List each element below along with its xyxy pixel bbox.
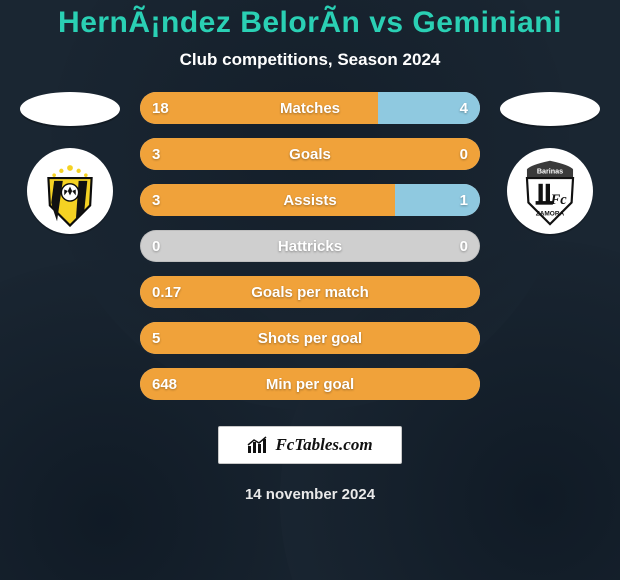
right-player-col: Barinas Fc ZAMORA: [490, 92, 610, 234]
svg-text:Fc: Fc: [550, 192, 568, 208]
watermark-text: FcTables.com: [275, 435, 372, 455]
left-club-badge: [27, 148, 113, 234]
comparison-row: 184Matches 30Goals 31Assists 00Hattricks 0.1…: [0, 92, 620, 400]
page-subtitle: Club competitions, Season 2024: [180, 50, 441, 70]
stat-label: Shots per goal: [140, 322, 480, 354]
stat-bar: 648Min per goal: [140, 368, 480, 400]
stat-label: Matches: [140, 92, 480, 124]
watermark: FcTables.com: [218, 426, 401, 464]
right-club-badge: Barinas Fc ZAMORA: [507, 148, 593, 234]
stat-bar: 0.17Goals per match: [140, 276, 480, 308]
page-title: HernÃ¡ndez BelorÃ­n vs Geminiani: [58, 6, 562, 40]
stat-label: Hattricks: [140, 230, 480, 262]
left-player-col: [10, 92, 130, 234]
stat-bar: 31Assists: [140, 184, 480, 216]
stat-bars: 184Matches 30Goals 31Assists 00Hattricks 0.1…: [130, 92, 490, 400]
svg-text:Barinas: Barinas: [537, 167, 563, 176]
svg-text:ZAMORA: ZAMORA: [536, 210, 565, 217]
right-flag-placeholder: [500, 92, 600, 126]
stat-label: Min per goal: [140, 368, 480, 400]
stat-label: Assists: [140, 184, 480, 216]
shield-icon: [34, 155, 106, 227]
stat-label: Goals: [140, 138, 480, 170]
stat-bar: 00Hattricks: [140, 230, 480, 262]
chart-icon: [247, 436, 269, 454]
stat-bar: 30Goals: [140, 138, 480, 170]
shield-icon: Barinas Fc ZAMORA: [514, 155, 586, 227]
stat-bar: 184Matches: [140, 92, 480, 124]
left-flag-placeholder: [20, 92, 120, 126]
stat-label: Goals per match: [140, 276, 480, 308]
stat-bar: 5Shots per goal: [140, 322, 480, 354]
date-text: 14 november 2024: [245, 486, 375, 503]
